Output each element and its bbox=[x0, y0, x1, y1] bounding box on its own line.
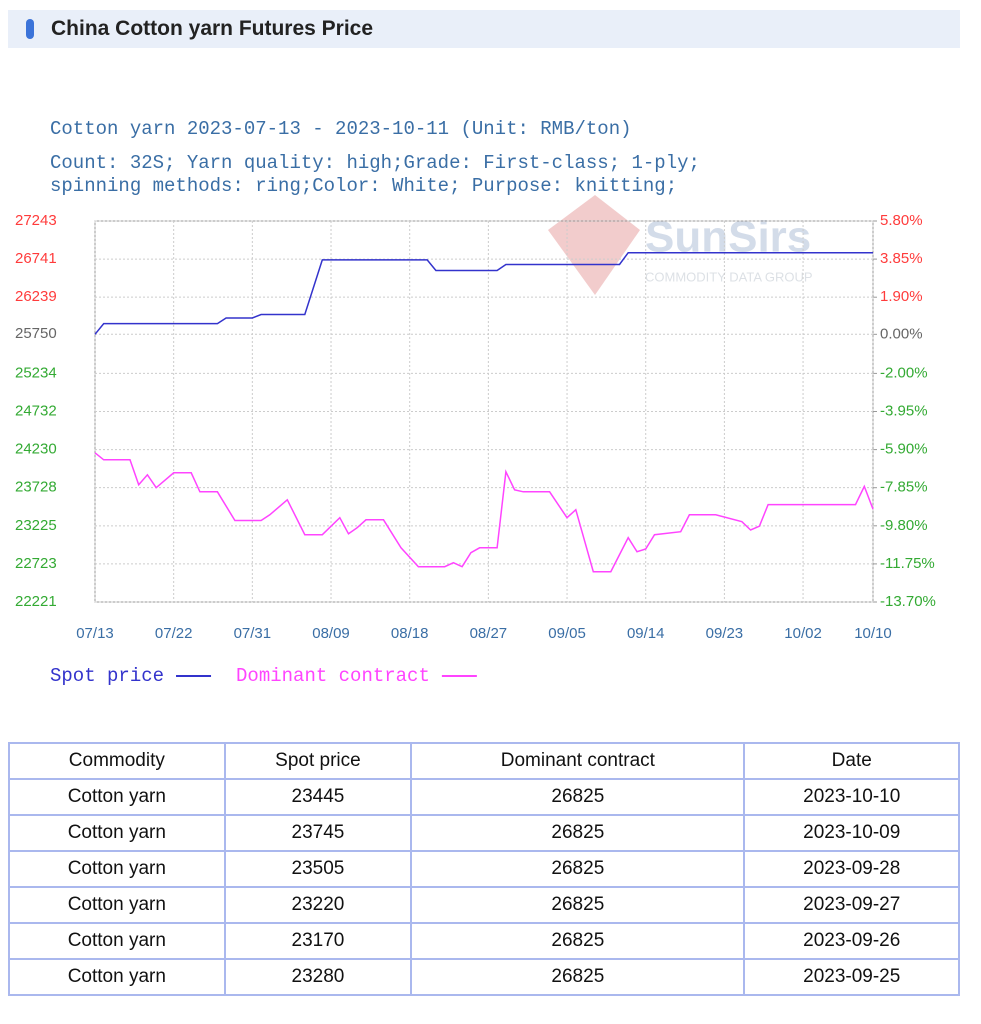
column-header: Spot price bbox=[223, 742, 413, 780]
watermark-name: SunSirs bbox=[645, 213, 811, 262]
table-cell: 23505 bbox=[223, 850, 413, 888]
y-tick-label: 22221 bbox=[15, 593, 57, 610]
table-cell: 2023-09-25 bbox=[743, 958, 960, 996]
y-tick-label: 23225 bbox=[15, 517, 57, 534]
table-cell: 23745 bbox=[223, 814, 413, 852]
y2-tick-label: -3.95% bbox=[880, 402, 928, 419]
table-cell: 2023-10-10 bbox=[743, 778, 960, 816]
y-tick-label: 24230 bbox=[15, 441, 57, 458]
x-tick-label: 07/13 bbox=[76, 625, 114, 642]
table-cell: 2023-10-09 bbox=[743, 814, 960, 852]
x-tick-label: 08/09 bbox=[312, 625, 350, 642]
y-tick-label: 27243 bbox=[15, 212, 57, 229]
y2-tick-label: 1.90% bbox=[880, 288, 923, 305]
y-tick-label: 26741 bbox=[15, 250, 57, 267]
watermark: SunSirs COMMODITY DATA GROUP bbox=[548, 195, 813, 295]
x-tick-label: 09/14 bbox=[627, 625, 665, 642]
table-cell: Cotton yarn bbox=[8, 922, 226, 960]
chart-subtitle: Count: 32S; Yarn quality: high;Grade: Fi… bbox=[50, 152, 700, 174]
y2-tick-label: 0.00% bbox=[880, 325, 923, 342]
column-header: Dominant contract bbox=[410, 742, 746, 780]
y2-tick-label: -11.75% bbox=[880, 555, 935, 572]
table-cell: 26825 bbox=[410, 778, 746, 816]
y-tick-label: 22723 bbox=[15, 555, 57, 572]
series-line bbox=[94, 452, 874, 573]
price-table: Commodity Spot price Dominant contract Date… bbox=[8, 742, 960, 996]
y2-tick-label: 3.85% bbox=[880, 250, 923, 267]
table-cell: 2023-09-27 bbox=[743, 886, 960, 924]
table-cell: 26825 bbox=[410, 886, 746, 924]
y2-tick-label: -2.00% bbox=[880, 364, 928, 381]
table-row: Cotton yarn 23170 26825 2023-09-26 bbox=[8, 922, 960, 960]
table-body: Cotton yarn 23445 26825 2023-10-10 Cotton ya… bbox=[8, 778, 960, 996]
x-tick-label: 08/18 bbox=[391, 625, 429, 642]
y-tick-label: 23728 bbox=[15, 479, 57, 496]
table-cell: 26825 bbox=[410, 958, 746, 996]
header-title: China Cotton yarn Futures Price bbox=[51, 17, 374, 40]
header-icon bbox=[26, 19, 34, 39]
x-tick-label: 10/10 bbox=[854, 625, 892, 642]
x-tick-label: 07/31 bbox=[234, 625, 272, 642]
column-header: Date bbox=[743, 742, 960, 780]
x-tick-label: 10/02 bbox=[784, 625, 822, 642]
table-row: Cotton yarn 23220 26825 2023-09-27 bbox=[8, 886, 960, 924]
legend-label: Dominant contract bbox=[236, 665, 430, 687]
x-tick-label: 09/05 bbox=[548, 625, 586, 642]
x-tick-label: 09/23 bbox=[706, 625, 744, 642]
column-header: Commodity bbox=[8, 742, 226, 780]
y2-tick-label: -5.90% bbox=[880, 441, 928, 458]
table-row: Cotton yarn 23280 26825 2023-09-25 bbox=[8, 958, 960, 996]
y2-tick-label: -13.70% bbox=[880, 593, 936, 610]
table-cell: 26825 bbox=[410, 850, 746, 888]
table-row: Cotton yarn 23505 26825 2023-09-28 bbox=[8, 850, 960, 888]
header-bar: China Cotton yarn Futures Price bbox=[8, 10, 960, 48]
watermark-tagline: COMMODITY DATA GROUP bbox=[645, 269, 813, 284]
table-header-row: Commodity Spot price Dominant contract Date bbox=[8, 742, 960, 780]
table-cell: 23220 bbox=[223, 886, 413, 924]
table-cell: 2023-09-28 bbox=[743, 850, 960, 888]
table-cell: 2023-09-26 bbox=[743, 922, 960, 960]
chart-subtitle: spinning methods: ring;Color: White; Pur… bbox=[50, 175, 677, 197]
series-line bbox=[94, 251, 873, 335]
chart-title: Cotton yarn 2023-07-13 - 2023-10-11 (Uni… bbox=[50, 118, 632, 140]
chart: Cotton yarn 2023-07-13 - 2023-10-11 (Uni… bbox=[15, 118, 936, 687]
legend-label: Spot price bbox=[50, 665, 164, 687]
table-row: Cotton yarn 23445 26825 2023-10-10 bbox=[8, 778, 960, 816]
table-cell: Cotton yarn bbox=[8, 778, 226, 816]
table-cell: 23280 bbox=[223, 958, 413, 996]
y2-tick-label: 5.80% bbox=[880, 212, 923, 229]
x-tick-label: 08/27 bbox=[470, 625, 508, 642]
watermark-logo bbox=[548, 195, 640, 295]
y-tick-label: 25750 bbox=[15, 325, 57, 342]
y-tick-label: 26239 bbox=[15, 288, 57, 305]
x-tick-label: 07/22 bbox=[155, 625, 193, 642]
table-cell: Cotton yarn bbox=[8, 886, 226, 924]
table-cell: 23170 bbox=[223, 922, 413, 960]
y2-tick-label: -9.80% bbox=[880, 517, 928, 534]
y2-tick-label: -7.85% bbox=[880, 479, 928, 496]
y-tick-label: 24732 bbox=[15, 402, 57, 419]
table-cell: 26825 bbox=[410, 814, 746, 852]
table-cell: 23445 bbox=[223, 778, 413, 816]
table-cell: 26825 bbox=[410, 922, 746, 960]
table-cell: Cotton yarn bbox=[8, 850, 226, 888]
y-tick-label: 25234 bbox=[15, 364, 57, 381]
table-cell: Cotton yarn bbox=[8, 814, 226, 852]
table-cell: Cotton yarn bbox=[8, 958, 226, 996]
table-row: Cotton yarn 23745 26825 2023-10-09 bbox=[8, 814, 960, 852]
